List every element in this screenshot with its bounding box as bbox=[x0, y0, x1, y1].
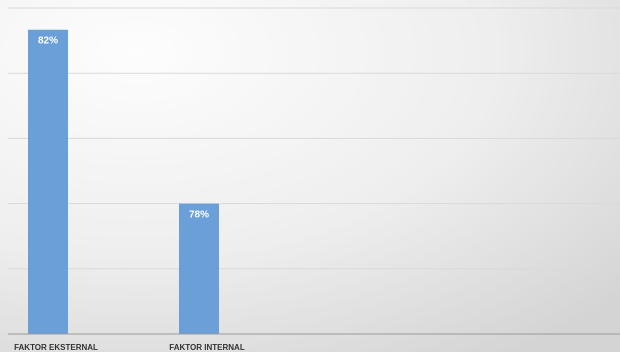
bar-faktor-internal bbox=[179, 203, 219, 334]
x-tick-labels: FAKTOR EKSTERNAL FAKTOR INTERNAL bbox=[14, 343, 245, 352]
bar-faktor-eksternal bbox=[28, 29, 68, 334]
data-label: 82% bbox=[38, 36, 58, 47]
gridlines bbox=[8, 7, 620, 270]
data-label: 78% bbox=[189, 210, 209, 221]
data-labels: 82% 78% bbox=[38, 36, 209, 221]
x-tick-label: FAKTOR INTERNAL bbox=[169, 343, 245, 352]
bars bbox=[28, 29, 219, 334]
x-tick-label: FAKTOR EKSTERNAL bbox=[14, 343, 98, 352]
